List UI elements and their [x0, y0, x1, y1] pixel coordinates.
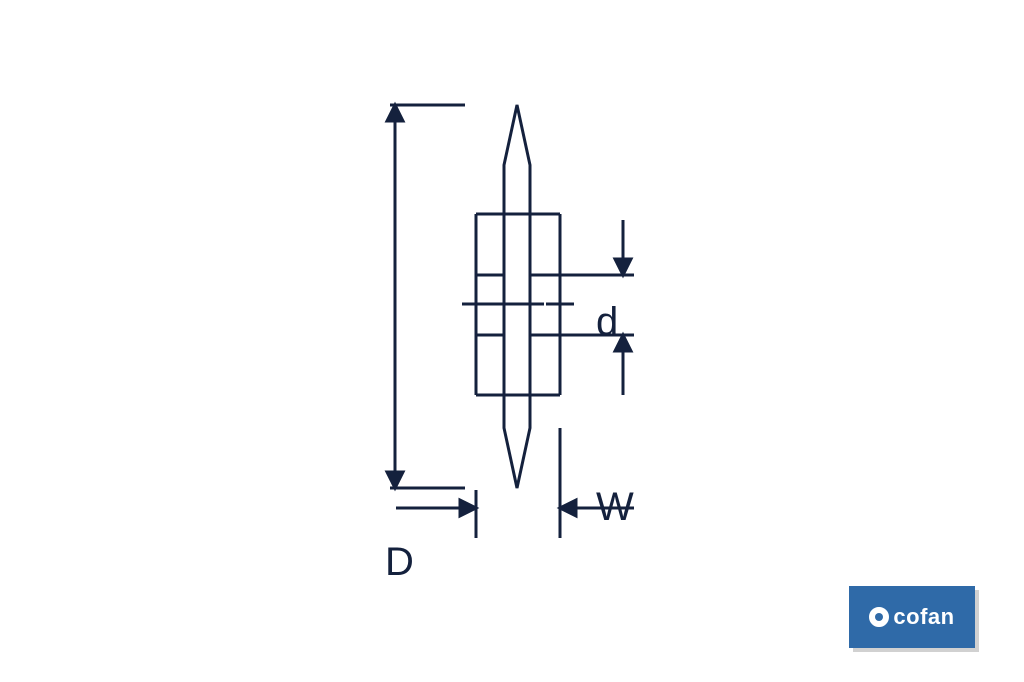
- label-D: D: [385, 540, 414, 584]
- brand-label: cofan: [893, 604, 954, 630]
- label-W: W: [596, 485, 634, 529]
- label-d: d: [596, 300, 618, 344]
- technical-diagram: Dd W: [0, 0, 1024, 682]
- brand-dot-icon: [869, 607, 889, 627]
- brand-badge: cofan: [849, 586, 975, 648]
